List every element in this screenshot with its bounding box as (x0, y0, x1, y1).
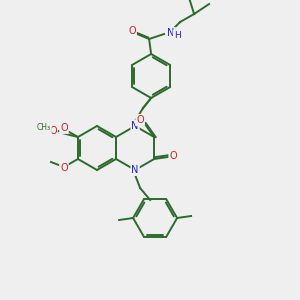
Text: O: O (60, 163, 68, 173)
Text: O: O (60, 123, 68, 133)
Text: O: O (49, 126, 57, 136)
Text: O: O (136, 115, 144, 125)
Text: O: O (169, 151, 177, 161)
Text: N: N (167, 28, 175, 38)
Text: CH₃: CH₃ (37, 124, 51, 133)
Text: N: N (131, 121, 139, 131)
Text: H: H (174, 31, 181, 40)
Text: N: N (131, 165, 139, 175)
Text: O: O (128, 26, 136, 36)
